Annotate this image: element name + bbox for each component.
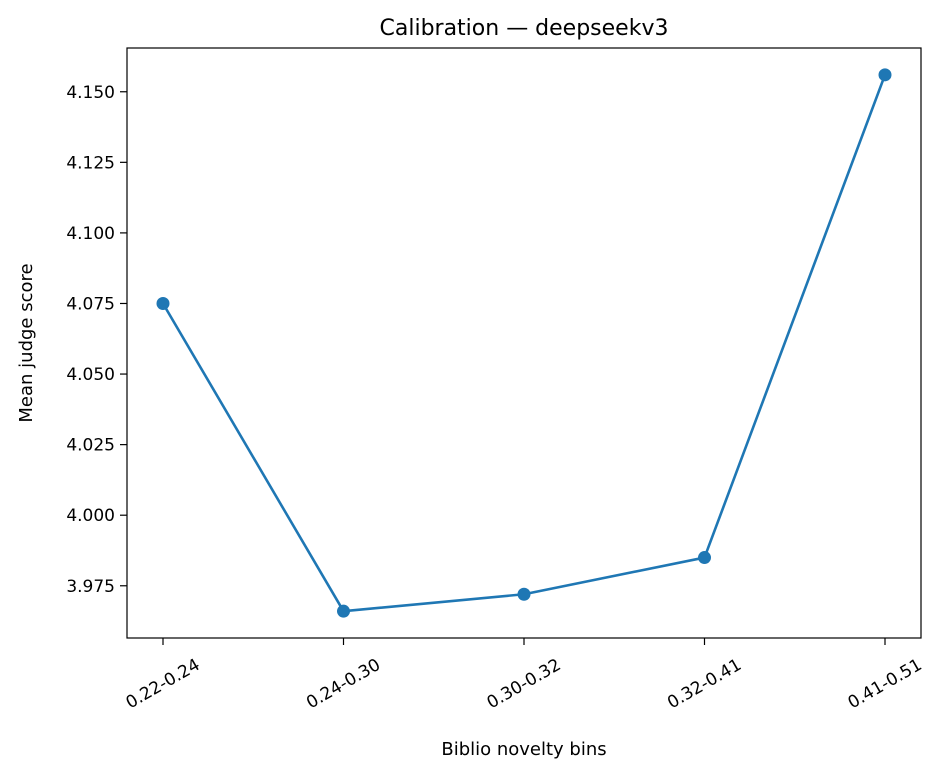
y-axis-label: Mean judge score xyxy=(16,263,37,422)
data-point xyxy=(698,551,711,565)
y-tick-label: 4.150 xyxy=(66,83,115,103)
y-tick-label: 4.075 xyxy=(66,294,115,314)
x-axis-label: Biblio novelty bins xyxy=(441,739,606,760)
data-point xyxy=(337,604,350,618)
y-tick-label: 4.000 xyxy=(66,506,115,526)
y-tick-label: 4.025 xyxy=(66,436,115,456)
y-tick-label: 4.050 xyxy=(66,365,115,385)
y-tick-label: 4.125 xyxy=(66,153,115,173)
data-point xyxy=(878,68,892,82)
chart-title: Calibration — deepseekv3 xyxy=(380,16,669,41)
data-point xyxy=(156,296,170,310)
data-point xyxy=(517,587,531,601)
y-axis: 3.975 4.000 4.025 4.050 4.075 4.100 4.125 4.150 xyxy=(66,83,127,597)
y-tick-label: 3.975 xyxy=(66,577,115,597)
series-layer xyxy=(156,68,892,618)
y-tick-label: 4.100 xyxy=(66,224,115,244)
